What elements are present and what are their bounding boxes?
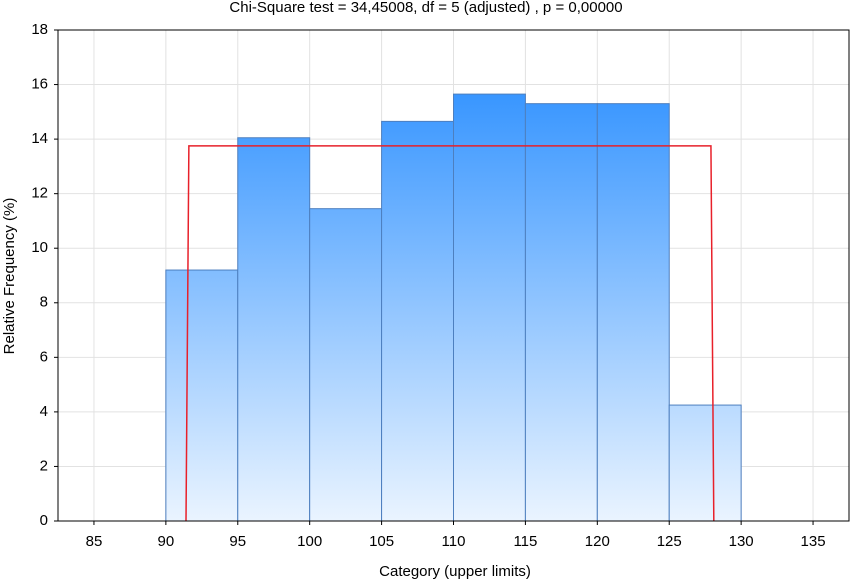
y-tick-label: 14 xyxy=(31,130,48,147)
plot-frame xyxy=(57,29,850,522)
x-tick-label: 85 xyxy=(86,533,103,550)
x-axis-label: Category (upper limits) xyxy=(379,563,531,580)
fit-line xyxy=(185,145,715,522)
y-tick-label: 16 xyxy=(31,76,48,93)
x-tick-label: 95 xyxy=(229,533,246,550)
x-tick-label: 125 xyxy=(657,533,682,550)
y-tick-label: 12 xyxy=(31,185,48,202)
x-tick-label: 115 xyxy=(513,533,537,550)
bar xyxy=(165,269,239,522)
y-axis-label: Relative Frequency (%) xyxy=(1,198,18,355)
x-tick-label: 120 xyxy=(585,533,610,550)
y-tick-label: 0 xyxy=(40,512,48,529)
x-tick-label: 100 xyxy=(297,533,322,550)
chart-title: Chi-Square test = 34,45008, df = 5 (adju… xyxy=(229,0,622,16)
y-tick-label: 8 xyxy=(40,294,48,311)
x-tick-label: 90 xyxy=(158,533,175,550)
x-tick-label: 135 xyxy=(801,533,826,550)
y-tick-label: 6 xyxy=(40,348,48,365)
y-tick-label: 2 xyxy=(40,457,48,474)
bar xyxy=(381,120,454,522)
bar xyxy=(309,208,383,522)
bar xyxy=(668,404,742,522)
y-tick-label: 10 xyxy=(31,239,48,256)
bar xyxy=(237,137,311,522)
y-tick-label: 18 xyxy=(31,21,48,38)
bar xyxy=(596,103,670,522)
overlay: 0 2 4 6 8 10 12 14 16 18 85 90 95 100 105 110 115 120 125 1… xyxy=(31,21,850,550)
bar xyxy=(453,93,526,522)
x-tick-label: 105 xyxy=(369,533,394,550)
x-tick-label: 130 xyxy=(729,533,754,550)
bars xyxy=(165,93,742,522)
x-tick-label: 110 xyxy=(442,533,466,550)
y-tick-label: 4 xyxy=(40,403,48,420)
bar xyxy=(524,103,598,522)
